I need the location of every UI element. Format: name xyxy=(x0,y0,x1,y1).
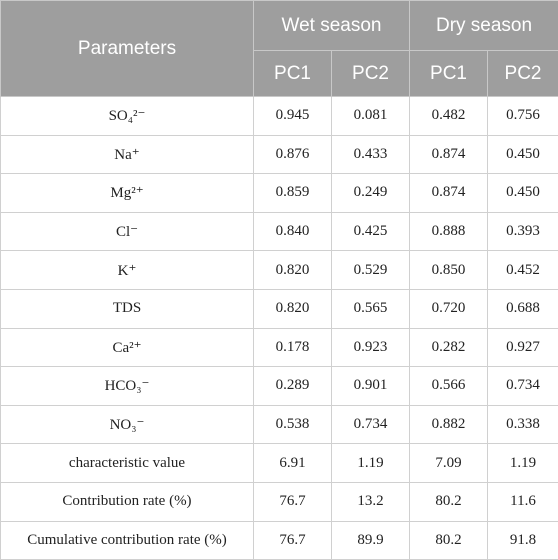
table-row: NO₃⁻ 0.538 0.734 0.882 0.338 xyxy=(0,404,558,445)
table-row: HCO₃⁻ 0.289 0.901 0.566 0.734 xyxy=(0,366,558,406)
cell: 0.482 xyxy=(409,96,489,136)
cell: 0.452 xyxy=(487,250,558,290)
group-header: Wet season xyxy=(252,0,411,51)
row-label: HCO₃⁻ xyxy=(0,366,254,406)
row-label: Cl⁻ xyxy=(0,211,254,252)
cell: 6.91 xyxy=(253,443,332,483)
cell: 0.901 xyxy=(330,366,411,406)
cell: 0.734 xyxy=(487,366,558,406)
header-title: Parameters xyxy=(0,0,254,97)
cell: 76.7 xyxy=(253,481,332,522)
cell: 0.081 xyxy=(330,96,411,136)
cell: 0.393 xyxy=(487,211,558,252)
row-label: SO₄²⁻ xyxy=(0,96,254,136)
cell: 0.820 xyxy=(253,288,332,329)
cell: 0.425 xyxy=(330,211,411,252)
cell: 80.2 xyxy=(409,481,489,522)
row-label: Mg²⁺ xyxy=(0,173,254,213)
cell: 0.450 xyxy=(487,173,558,213)
table-row: Ca²⁺ 0.178 0.923 0.282 0.927 xyxy=(0,327,558,368)
table-row: Contribution rate (%) 76.7 13.2 80.2 11.6 xyxy=(0,481,558,522)
cell: 0.888 xyxy=(409,211,489,252)
cell: 11.6 xyxy=(487,481,558,522)
sub-header: PC2 xyxy=(330,50,411,97)
cell: 0.178 xyxy=(253,327,332,368)
table-row: SO₄²⁻ 0.945 0.081 0.482 0.756 xyxy=(0,96,558,136)
cell: 0.840 xyxy=(253,211,332,252)
cell: 0.874 xyxy=(409,134,489,175)
row-label: Ca²⁺ xyxy=(0,327,254,368)
cell: 0.734 xyxy=(330,404,411,445)
row-label: TDS xyxy=(0,288,254,329)
cell: 0.876 xyxy=(253,134,332,175)
cell: 0.720 xyxy=(409,288,489,329)
cell: 0.529 xyxy=(330,250,411,290)
sub-header: PC1 xyxy=(253,50,332,97)
cell: 0.289 xyxy=(253,366,332,406)
row-label: Cumulative contribution rate (%) xyxy=(0,520,254,560)
cell: 0.850 xyxy=(409,250,489,290)
table-row: Cl⁻ 0.840 0.425 0.888 0.393 xyxy=(0,211,558,252)
sub-header: PC1 xyxy=(409,50,489,97)
cell: 0.688 xyxy=(487,288,558,329)
table-row: characteristic value 6.91 1.19 7.09 1.19 xyxy=(0,443,558,483)
cell: 0.565 xyxy=(330,288,411,329)
cell: 89.9 xyxy=(330,520,411,560)
cell: 0.566 xyxy=(409,366,489,406)
cell: 0.450 xyxy=(487,134,558,175)
group-header: Dry season xyxy=(409,0,558,51)
cell: 76.7 xyxy=(253,520,332,560)
cell: 0.874 xyxy=(409,173,489,213)
cell: 91.8 xyxy=(487,520,558,560)
cell: 0.859 xyxy=(253,173,332,213)
cell: 1.19 xyxy=(330,443,411,483)
table-row: K⁺ 0.820 0.529 0.850 0.452 xyxy=(0,250,558,290)
row-label: Na⁺ xyxy=(0,134,254,175)
table-row: Na⁺ 0.876 0.433 0.874 0.450 xyxy=(0,134,558,175)
row-label: NO₃⁻ xyxy=(0,404,254,445)
cell: 0.282 xyxy=(409,327,489,368)
table-row: Cumulative contribution rate (%) 76.7 89.9… xyxy=(0,520,558,560)
row-label: characteristic value xyxy=(0,443,254,483)
sub-header: PC2 xyxy=(487,50,558,97)
cell: 0.538 xyxy=(253,404,332,445)
cell: 0.945 xyxy=(253,96,332,136)
cell: 13.2 xyxy=(330,481,411,522)
cell: 0.338 xyxy=(487,404,558,445)
row-label: Contribution rate (%) xyxy=(0,481,254,522)
table-row: TDS 0.820 0.565 0.720 0.688 xyxy=(0,288,558,329)
cell: 0.249 xyxy=(330,173,411,213)
table-row: Mg²⁺ 0.859 0.249 0.874 0.450 xyxy=(0,173,558,213)
cell: 1.19 xyxy=(487,443,558,483)
cell: 80.2 xyxy=(409,520,489,560)
cell: 0.882 xyxy=(409,404,489,445)
cell: 0.756 xyxy=(487,96,558,136)
cell: 0.820 xyxy=(253,250,332,290)
cell: 7.09 xyxy=(409,443,489,483)
cell: 0.923 xyxy=(330,327,411,368)
cell: 0.433 xyxy=(330,134,411,175)
cell: 0.927 xyxy=(487,327,558,368)
row-label: K⁺ xyxy=(0,250,254,290)
